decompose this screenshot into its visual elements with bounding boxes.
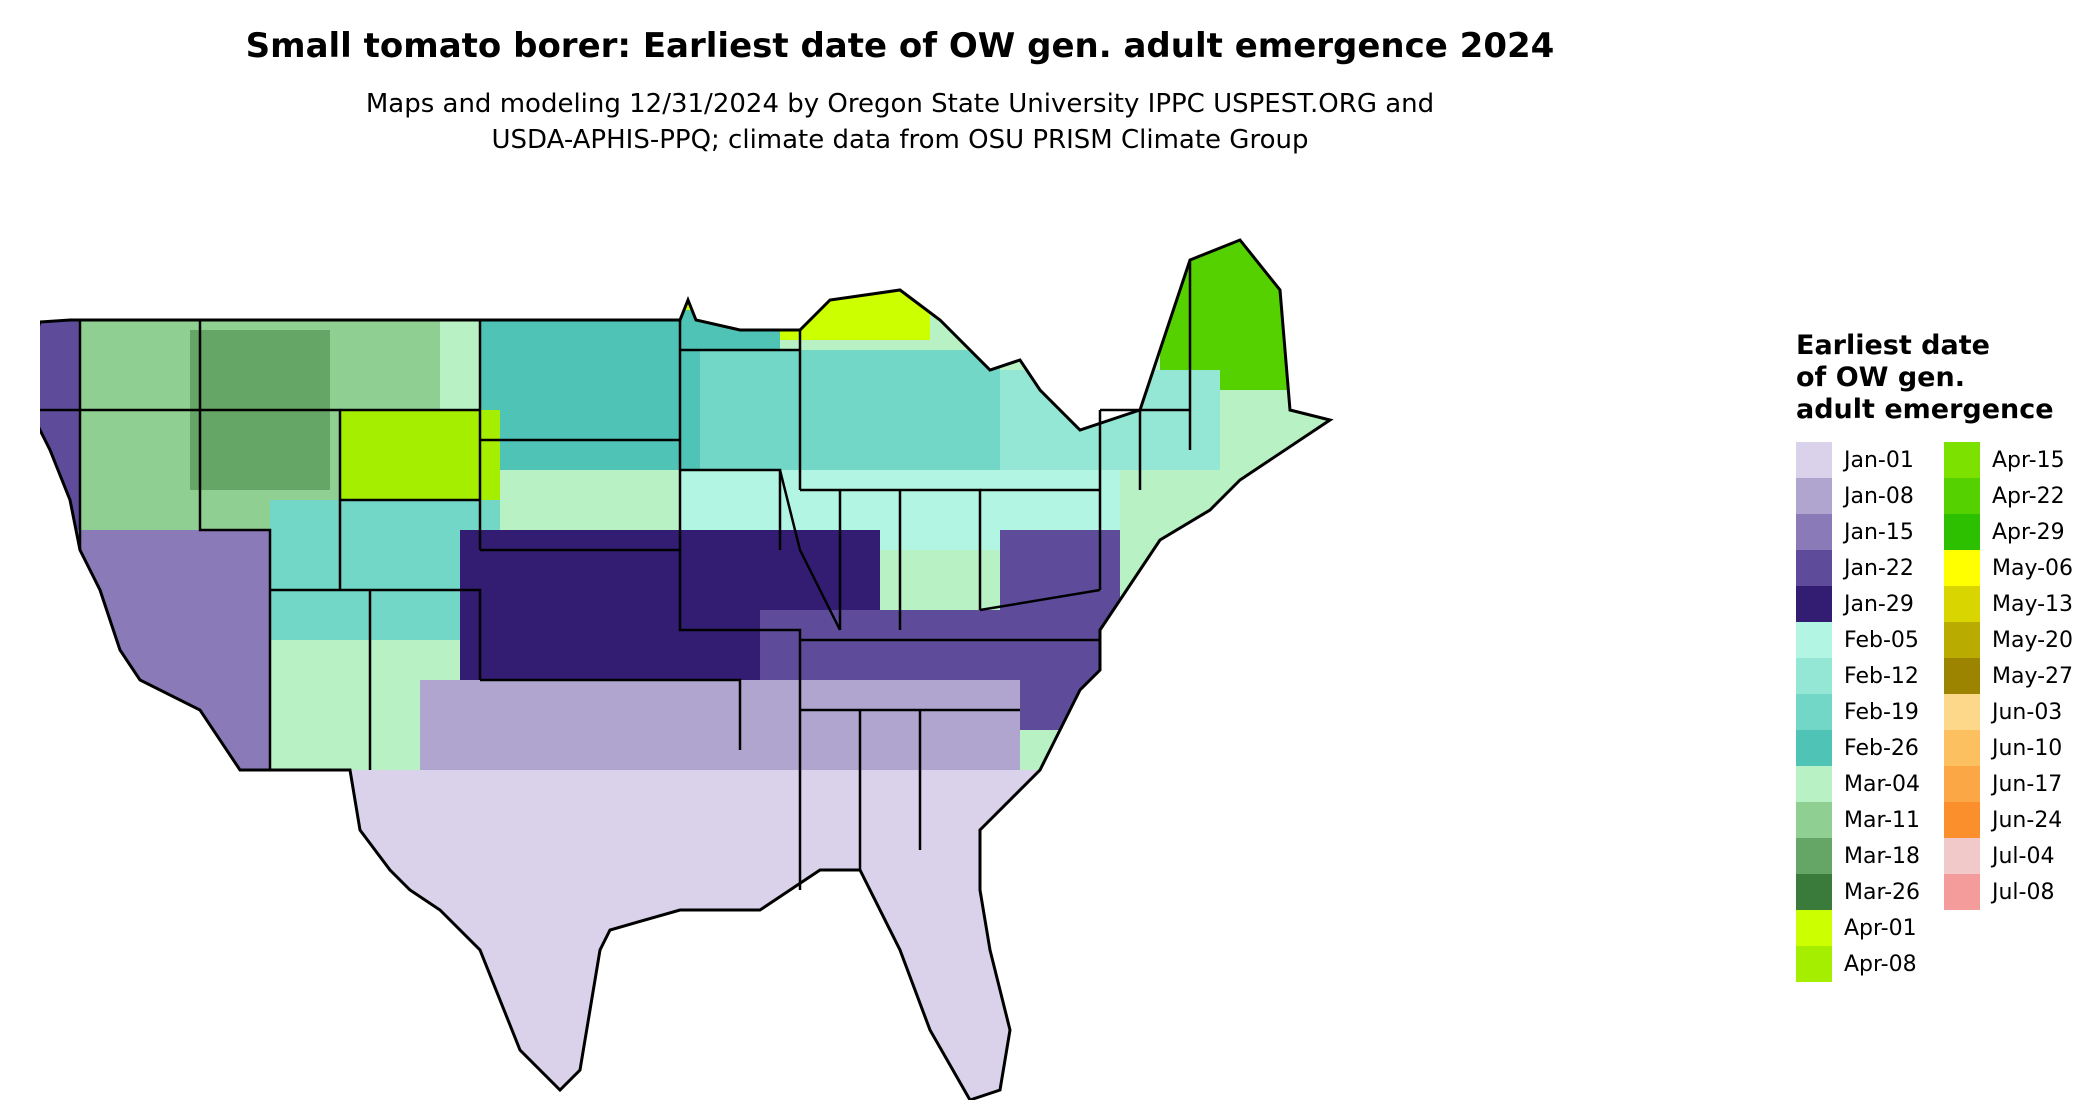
- legend-label: Apr-15: [1992, 447, 2065, 473]
- legend-swatch: [1944, 658, 1980, 694]
- legend-swatch: [1944, 622, 1980, 658]
- legend-item: Jan-22: [1796, 550, 1940, 586]
- legend-label: Mar-18: [1844, 843, 1921, 869]
- legend-item: Jan-15: [1796, 514, 1940, 550]
- legend-swatch: [1944, 694, 1980, 730]
- legend-label: Jan-15: [1844, 519, 1914, 545]
- legend-item: Jul-04: [1944, 838, 2088, 874]
- legend-swatch: [1796, 622, 1832, 658]
- legend-label: Mar-04: [1844, 771, 1921, 797]
- legend-label: Jan-08: [1844, 483, 1914, 509]
- legend-swatch: [1796, 514, 1832, 550]
- legend-label: Apr-01: [1844, 915, 1917, 941]
- map-title: Small tomato borer: Earliest date of OW …: [245, 26, 1555, 66]
- legend-item: May-27: [1944, 658, 2088, 694]
- legend: Earliest date of OW gen. adult emergence…: [1796, 330, 2096, 982]
- legend-title-line-3: adult emergence: [1796, 394, 2054, 425]
- legend-label: Jul-04: [1992, 843, 2055, 869]
- legend-item: Jan-01: [1796, 442, 1940, 478]
- legend-item: Mar-11: [1796, 802, 1940, 838]
- legend-item: Jan-08: [1796, 478, 1940, 514]
- legend-label: Jan-22: [1844, 555, 1914, 581]
- legend-swatch: [1944, 802, 1980, 838]
- legend-title: Earliest date of OW gen. adult emergence: [1796, 330, 2096, 426]
- legend-item: Feb-05: [1796, 622, 1940, 658]
- legend-swatch: [1796, 694, 1832, 730]
- legend-item: Mar-18: [1796, 838, 1940, 874]
- legend-item: May-13: [1944, 586, 2088, 622]
- legend-item: Apr-22: [1944, 478, 2088, 514]
- legend-label: May-06: [1992, 555, 2074, 581]
- legend-label: Jan-29: [1844, 591, 1914, 617]
- legend-item: May-20: [1944, 622, 2088, 658]
- legend-swatch: [1796, 802, 1832, 838]
- legend-swatch: [1944, 550, 1980, 586]
- legend-swatch: [1944, 874, 1980, 910]
- legend-swatch: [1796, 658, 1832, 694]
- legend-label: Mar-11: [1844, 807, 1921, 833]
- legend-label: Feb-12: [1844, 663, 1919, 689]
- legend-label: Apr-08: [1844, 951, 1917, 977]
- legend-swatch: [1944, 730, 1980, 766]
- legend-label: May-20: [1992, 627, 2074, 653]
- legend-item: May-06: [1944, 550, 2088, 586]
- legend-column-2: Apr-15 Apr-22 Apr-29 May-06 May-13 May-20 May-…: [1944, 442, 2088, 982]
- legend-item: Apr-08: [1796, 946, 1940, 982]
- legend-column-1: Jan-01 Jan-08 Jan-15 Jan-22 Jan-29 Feb-05 Feb-…: [1796, 442, 1940, 982]
- legend-swatch: [1944, 514, 1980, 550]
- legend-label: Jan-01: [1844, 447, 1914, 473]
- legend-item: Jun-24: [1944, 802, 2088, 838]
- legend-item: Jun-10: [1944, 730, 2088, 766]
- legend-item: Feb-12: [1796, 658, 1940, 694]
- legend-swatch: [1796, 730, 1832, 766]
- legend-label: Jun-03: [1992, 699, 2063, 725]
- legend-title-line-2: of OW gen.: [1796, 362, 1965, 393]
- legend-swatch: [1796, 874, 1832, 910]
- legend-swatch: [1796, 550, 1832, 586]
- legend-label: Apr-22: [1992, 483, 2065, 509]
- legend-item: Jun-17: [1944, 766, 2088, 802]
- legend-swatch: [1944, 838, 1980, 874]
- legend-item: Feb-19: [1796, 694, 1940, 730]
- legend-swatch: [1796, 766, 1832, 802]
- legend-label: Jul-08: [1992, 879, 2055, 905]
- legend-item: Apr-29: [1944, 514, 2088, 550]
- legend-label: Jun-24: [1992, 807, 2063, 833]
- legend-label: Apr-29: [1992, 519, 2065, 545]
- legend-swatch: [1944, 586, 1980, 622]
- legend-swatch: [1944, 442, 1980, 478]
- subtitle-line-1: Maps and modeling 12/31/2024 by Oregon S…: [365, 89, 1435, 119]
- legend-swatch: [1796, 910, 1832, 946]
- map-subtitle: Maps and modeling 12/31/2024 by Oregon S…: [0, 86, 1800, 158]
- legend-item: Mar-04: [1796, 766, 1940, 802]
- legend-label: Jun-17: [1992, 771, 2063, 797]
- legend-label: Feb-05: [1844, 627, 1919, 653]
- legend-item: Apr-01: [1796, 910, 1940, 946]
- legend-item: Jun-03: [1944, 694, 2088, 730]
- legend-item: Feb-26: [1796, 730, 1940, 766]
- legend-item: Apr-15: [1944, 442, 2088, 478]
- legend-swatch: [1796, 442, 1832, 478]
- legend-item: Mar-26: [1796, 874, 1940, 910]
- legend-swatch: [1944, 766, 1980, 802]
- legend-swatch: [1944, 478, 1980, 514]
- legend-swatch: [1796, 586, 1832, 622]
- legend-swatch: [1796, 838, 1832, 874]
- subtitle-line-2: USDA-APHIS-PPQ; climate data from OSU PR…: [491, 125, 1309, 155]
- legend-label: May-13: [1992, 591, 2074, 617]
- legend-title-line-1: Earliest date: [1796, 330, 1990, 361]
- legend-label: May-27: [1992, 663, 2074, 689]
- legend-label: Mar-26: [1844, 879, 1921, 905]
- legend-item: Jul-08: [1944, 874, 2088, 910]
- legend-label: Feb-19: [1844, 699, 1919, 725]
- legend-swatch: [1796, 478, 1832, 514]
- legend-label: Feb-26: [1844, 735, 1919, 761]
- us-map: [40, 238, 1334, 1100]
- legend-swatch: [1796, 946, 1832, 982]
- legend-label: Jun-10: [1992, 735, 2063, 761]
- legend-item: Jan-29: [1796, 586, 1940, 622]
